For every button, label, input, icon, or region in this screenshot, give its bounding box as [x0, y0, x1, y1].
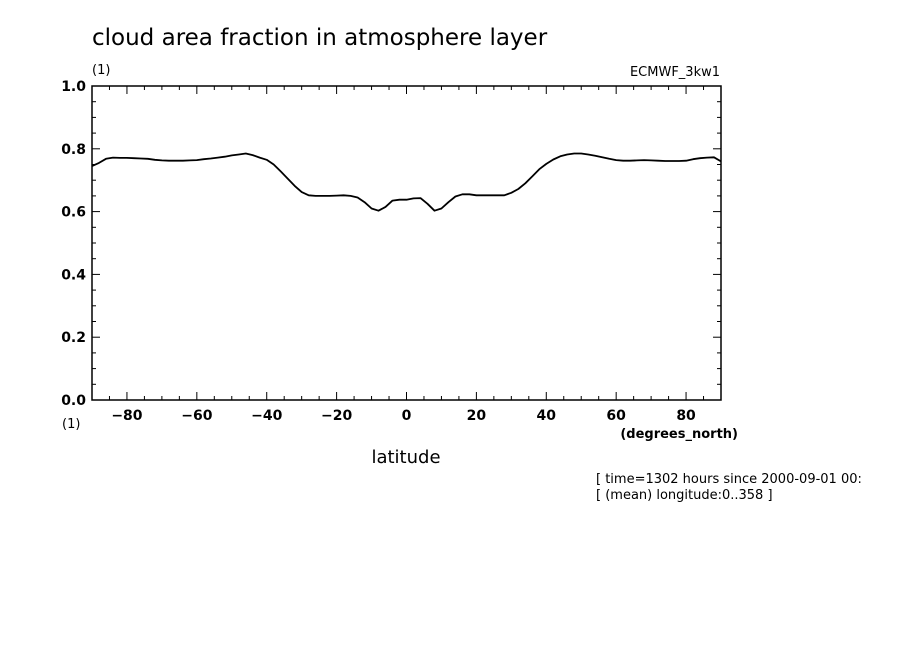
x-tick-label: −20	[321, 408, 352, 424]
y-tick-label: 0.6	[61, 205, 86, 221]
x-tick-label: −60	[181, 408, 212, 424]
y-axis: 0.0 0.2 0.4 0.6 0.8 1.0	[61, 79, 721, 409]
x-tick-label: 80	[676, 408, 696, 424]
y-tick-label: 0.2	[61, 330, 86, 346]
x-tick-label: 20	[467, 408, 487, 424]
chart-title: cloud area fraction in atmosphere layer	[92, 25, 548, 51]
x-tick-label: 60	[606, 408, 626, 424]
x-axis-title: latitude	[371, 447, 440, 468]
series-group	[91, 152, 722, 212]
x-tick-label: −80	[111, 408, 142, 424]
y-tick-label: 1.0	[61, 79, 86, 95]
x-tick-label: −40	[251, 408, 282, 424]
plot-frame	[91, 85, 722, 401]
series-line	[91, 152, 722, 212]
y-units-label: (1)	[92, 63, 110, 78]
y-tick-label: 0.8	[61, 142, 86, 158]
y-tick-label: 0.4	[61, 267, 86, 283]
dataset-label: ECMWF_3kw1	[630, 65, 720, 80]
x-tick-label: 40	[537, 408, 557, 424]
x-axis: −80 −60 −40 −20 0 20 40 60 80	[91, 86, 722, 424]
time-annotation: [ time=1302 hours since 2000-09-01 00:	[596, 472, 862, 487]
x-units-label: (degrees_north)	[620, 427, 738, 442]
longitude-annotation: [ (mean) longitude:0..358 ]	[596, 488, 773, 503]
x-tick-label: 0	[402, 408, 412, 424]
y-tick-label: 0.0	[61, 393, 86, 409]
x-units-left-label: (1)	[62, 417, 80, 432]
